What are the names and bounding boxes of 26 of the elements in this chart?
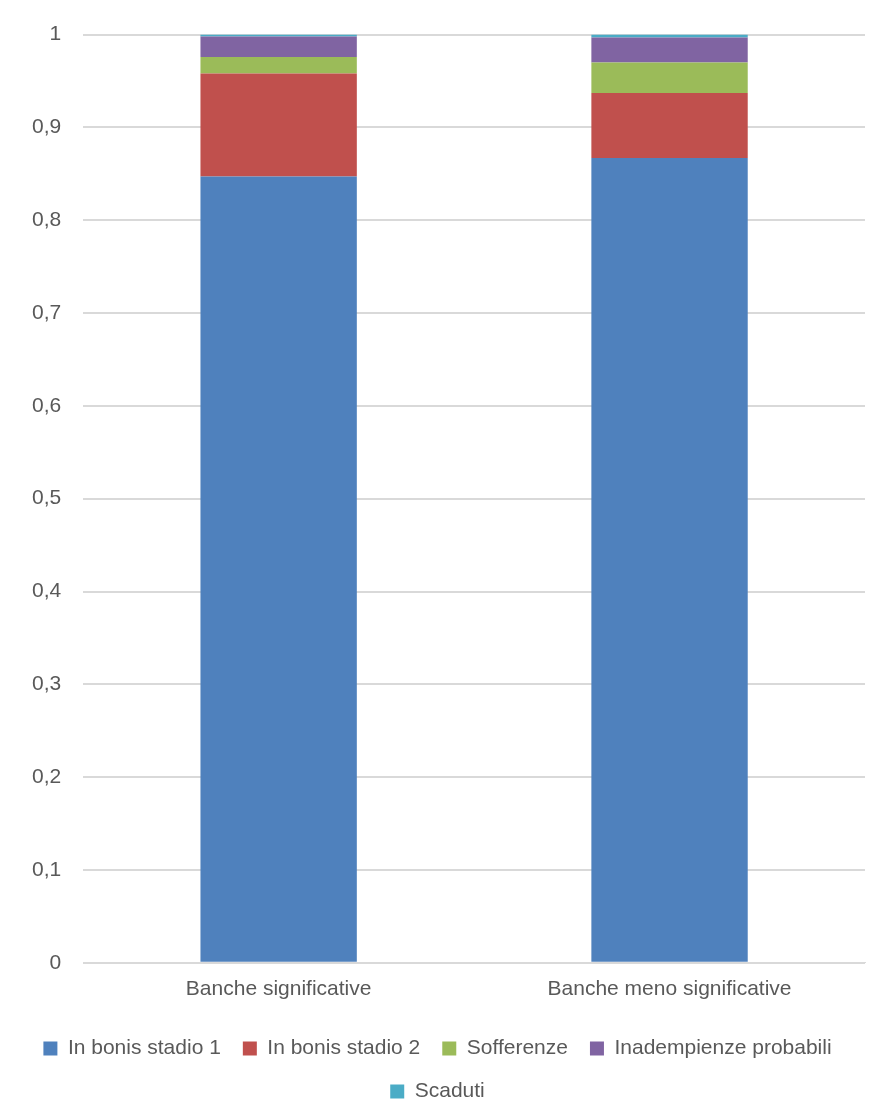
x-tick-label: Banche meno significative: [547, 976, 792, 1000]
bar: [591, 62, 748, 94]
legend-label: In bonis stadio 1: [67, 1035, 221, 1059]
y-tick-label: 0,3: [31, 671, 62, 695]
y-tick-label: 0,1: [31, 856, 62, 880]
legend-label: Sofferenze: [466, 1035, 568, 1059]
bar: [200, 73, 357, 177]
bar: [200, 176, 357, 962]
y-tick-label: 0,7: [31, 299, 62, 323]
legend-label: Inadempienze probabili: [614, 1035, 832, 1059]
y-tick-label: 0,2: [31, 763, 62, 787]
x-tick-label: Banche significative: [185, 976, 372, 1000]
y-tick-label: 0,4: [31, 578, 62, 602]
y-tick-label: 1: [49, 21, 62, 45]
legend-label: In bonis stadio 2: [267, 1035, 421, 1059]
bar: [200, 36, 357, 57]
legend-label: Scaduti: [414, 1078, 485, 1102]
bar: [591, 37, 748, 63]
bar: [591, 93, 748, 159]
y-tick-label: 0,6: [31, 392, 62, 416]
y-tick-label: 0: [49, 949, 62, 973]
y-tick-label: 0,5: [31, 485, 62, 509]
y-tick-label: 0,8: [31, 207, 62, 231]
y-tick-label: 0,9: [31, 114, 62, 138]
bar: [591, 158, 748, 962]
bar: [200, 56, 357, 74]
